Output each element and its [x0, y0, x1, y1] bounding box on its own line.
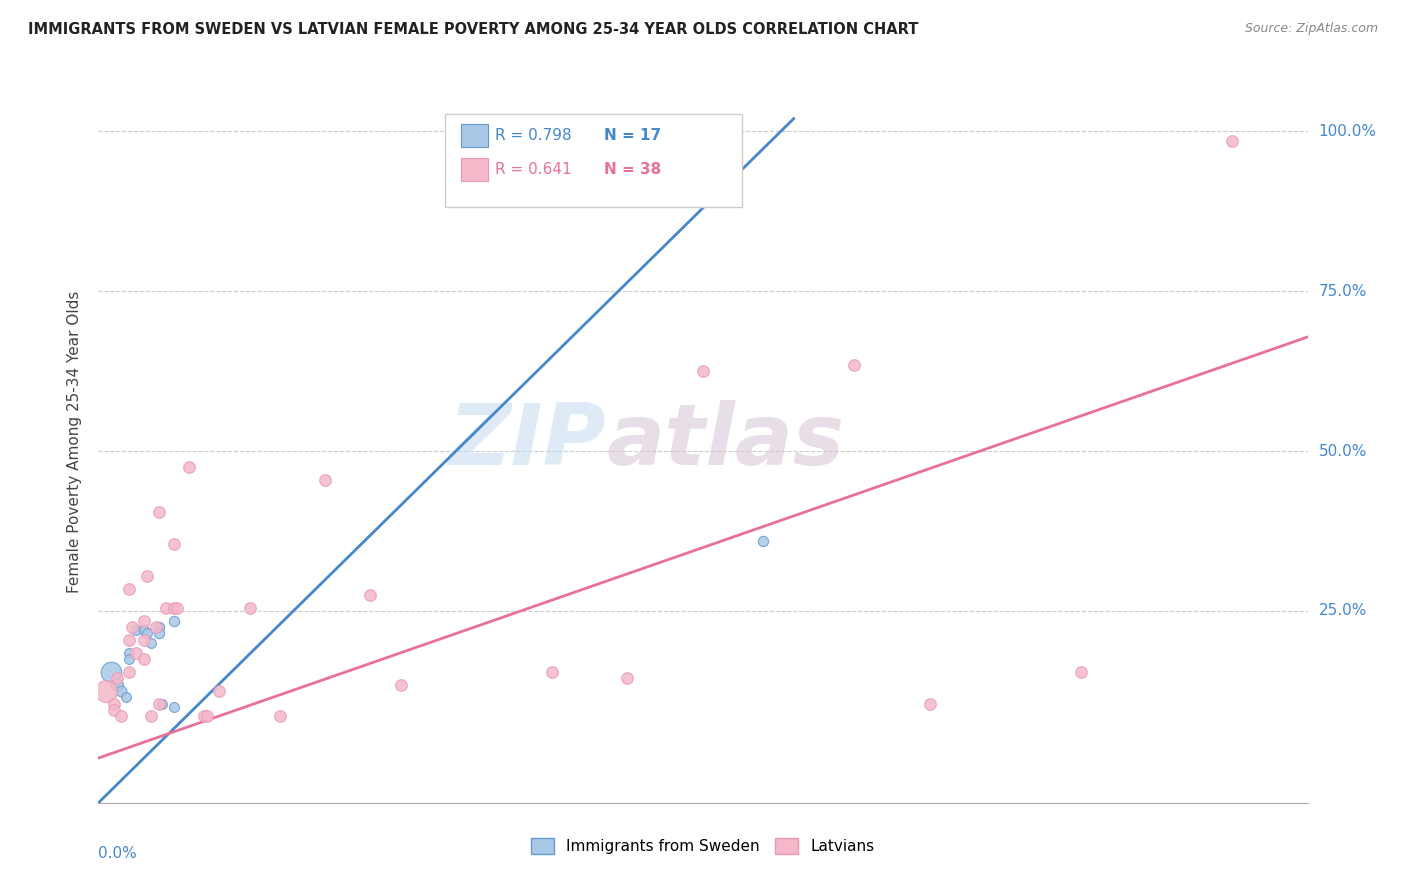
Point [752, 533, 775, 548]
Text: 0.0%: 0.0% [98, 847, 138, 861]
Text: IMMIGRANTS FROM SWEDEN VS LATVIAN FEMALE POVERTY AMONG 25-34 YEAR OLDS CORRELATI: IMMIGRANTS FROM SWEDEN VS LATVIAN FEMALE… [28, 22, 918, 37]
Point [208, 684, 231, 698]
Point [121, 620, 143, 634]
Point [918, 697, 941, 711]
Text: R = 0.641: R = 0.641 [495, 162, 572, 178]
Point [100, 665, 122, 679]
FancyBboxPatch shape [446, 114, 742, 207]
Point [314, 473, 336, 487]
Point [135, 626, 157, 640]
Point [132, 623, 155, 637]
Point [125, 646, 148, 660]
Point [844, 358, 866, 372]
Point [239, 600, 262, 615]
Point [105, 671, 128, 685]
Point [141, 709, 163, 723]
Point [132, 632, 155, 647]
Point [163, 614, 186, 628]
Point [1220, 134, 1243, 148]
Point [103, 703, 125, 717]
Point [166, 600, 188, 615]
Point [155, 600, 177, 615]
Text: 50.0%: 50.0% [1319, 443, 1367, 458]
Point [540, 665, 562, 679]
Point [118, 646, 141, 660]
Point [114, 690, 136, 705]
Text: N = 38: N = 38 [603, 162, 661, 178]
Text: atlas: atlas [606, 400, 845, 483]
Point [1070, 665, 1092, 679]
Point [135, 569, 157, 583]
Point [148, 697, 170, 711]
Point [163, 699, 186, 714]
Point [148, 626, 170, 640]
Point [360, 588, 382, 602]
Point [118, 582, 141, 596]
Point [110, 709, 132, 723]
Text: 100.0%: 100.0% [1319, 124, 1376, 139]
Point [118, 652, 141, 666]
Point [110, 684, 132, 698]
Point [389, 677, 412, 691]
Point [179, 460, 201, 475]
Point [145, 620, 167, 634]
Point [132, 614, 155, 628]
Point [163, 537, 186, 551]
Point [103, 697, 125, 711]
Point [132, 652, 155, 666]
Point [150, 697, 173, 711]
Point [269, 709, 291, 723]
Bar [461, 124, 488, 147]
Text: N = 17: N = 17 [603, 128, 661, 144]
Point [148, 505, 170, 519]
Point [125, 623, 148, 637]
Point [94, 684, 117, 698]
Point [118, 665, 141, 679]
Text: R = 0.798: R = 0.798 [495, 128, 572, 144]
Text: ZIP: ZIP [449, 400, 606, 483]
Point [118, 632, 141, 647]
Point [193, 709, 215, 723]
Point [105, 677, 128, 691]
Point [616, 671, 638, 685]
Y-axis label: Female Poverty Among 25-34 Year Olds: Female Poverty Among 25-34 Year Olds [67, 291, 83, 592]
Point [195, 709, 218, 723]
Point [148, 620, 170, 634]
Point [692, 364, 714, 378]
Point [141, 636, 163, 650]
Text: 75.0%: 75.0% [1319, 284, 1367, 299]
Text: 25.0%: 25.0% [1319, 604, 1367, 618]
Bar [461, 158, 488, 181]
Point [163, 600, 186, 615]
Text: Source: ZipAtlas.com: Source: ZipAtlas.com [1244, 22, 1378, 36]
Point [692, 144, 714, 158]
Legend: Immigrants from Sweden, Latvians: Immigrants from Sweden, Latvians [526, 832, 880, 860]
